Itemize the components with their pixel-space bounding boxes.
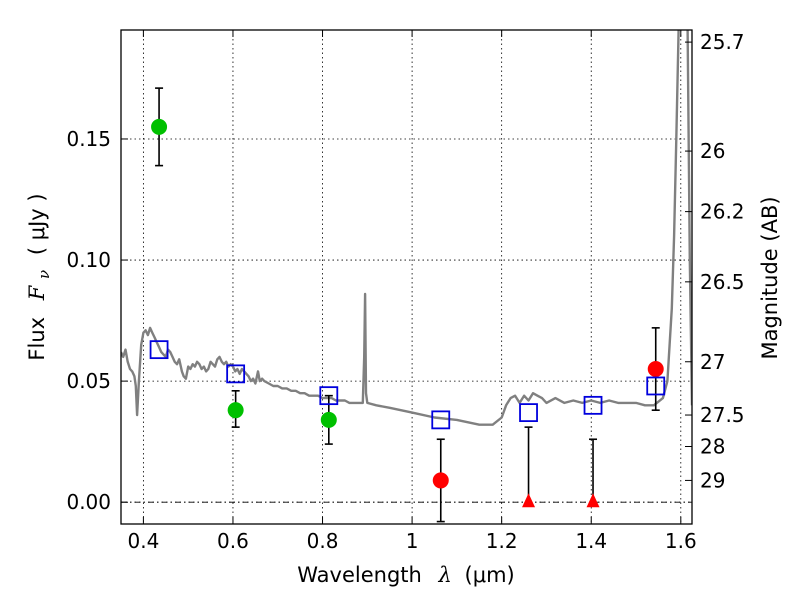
y-axis-subscript: ν — [35, 270, 53, 279]
model-spectrum-line — [121, 30, 692, 426]
y-axis-title: Flux F ν ( μJy ) — [25, 193, 54, 360]
x-axis-title: Wavelength λ (μm) — [297, 563, 514, 587]
gridlines — [121, 30, 692, 524]
y-tick-label: 0.05 — [66, 369, 111, 393]
x-tick-label: 1 — [406, 529, 419, 553]
x-tick-label: 0.4 — [127, 529, 159, 553]
y2-tick-label: 26.5 — [700, 270, 745, 294]
y2-axis-title: Magnitude (AB) — [758, 196, 782, 359]
y-axis-title-text: Flux — [25, 317, 49, 361]
x-tick-label: 0.6 — [217, 529, 249, 553]
axis-ticks — [121, 30, 692, 524]
y-tick-label: 0.00 — [66, 490, 111, 514]
model-photometry-square — [583, 395, 603, 415]
y2-tick-label: 27.5 — [700, 403, 745, 427]
model-photometry-square — [431, 410, 451, 430]
green-flux-point — [151, 118, 168, 135]
green-flux-point — [320, 411, 337, 428]
x-tick-label: 1.6 — [665, 529, 697, 553]
green-flux-point — [227, 402, 244, 419]
x-axis-unit: (μm) — [465, 563, 515, 587]
red-flux-point — [432, 472, 449, 489]
plot-area — [121, 30, 692, 523]
model-photometry-square — [519, 403, 538, 423]
upper-limit-marker — [522, 493, 536, 508]
x-axis-title-text: Wavelength — [297, 563, 422, 587]
y2-tick-label: 25.7 — [700, 30, 745, 54]
y-tick-label: 0.15 — [66, 127, 111, 151]
tick-labels: 0.4 0.6 0.8 1 1.2 1.4 1.6 0.00 0.05 0.10 0.15 25.7 2… — [66, 30, 744, 553]
model-photometry-square — [226, 364, 246, 384]
model-photometry-square — [319, 386, 339, 406]
model-photometry-square — [149, 340, 169, 360]
model-photometry-square — [646, 376, 666, 396]
y2-tick-label: 28 — [700, 435, 725, 459]
y2-tick-label: 29 — [700, 468, 725, 492]
y2-tick-label: 26.2 — [700, 200, 745, 224]
y2-tick-label: 26 — [700, 139, 725, 163]
y-axis-unit: ( μJy ) — [25, 193, 49, 255]
plot-frame — [120, 29, 693, 525]
y-tick-label: 0.10 — [66, 248, 111, 272]
x-axis-lambda: λ — [438, 563, 452, 587]
x-tick-label: 1.2 — [486, 529, 518, 553]
y-axis-symbol: F — [25, 284, 49, 301]
red-flux-point — [647, 361, 664, 378]
upper-limit-marker — [586, 493, 600, 508]
y2-tick-label: 27 — [700, 350, 725, 374]
x-tick-label: 1.4 — [575, 529, 607, 553]
x-tick-label: 0.8 — [307, 529, 339, 553]
